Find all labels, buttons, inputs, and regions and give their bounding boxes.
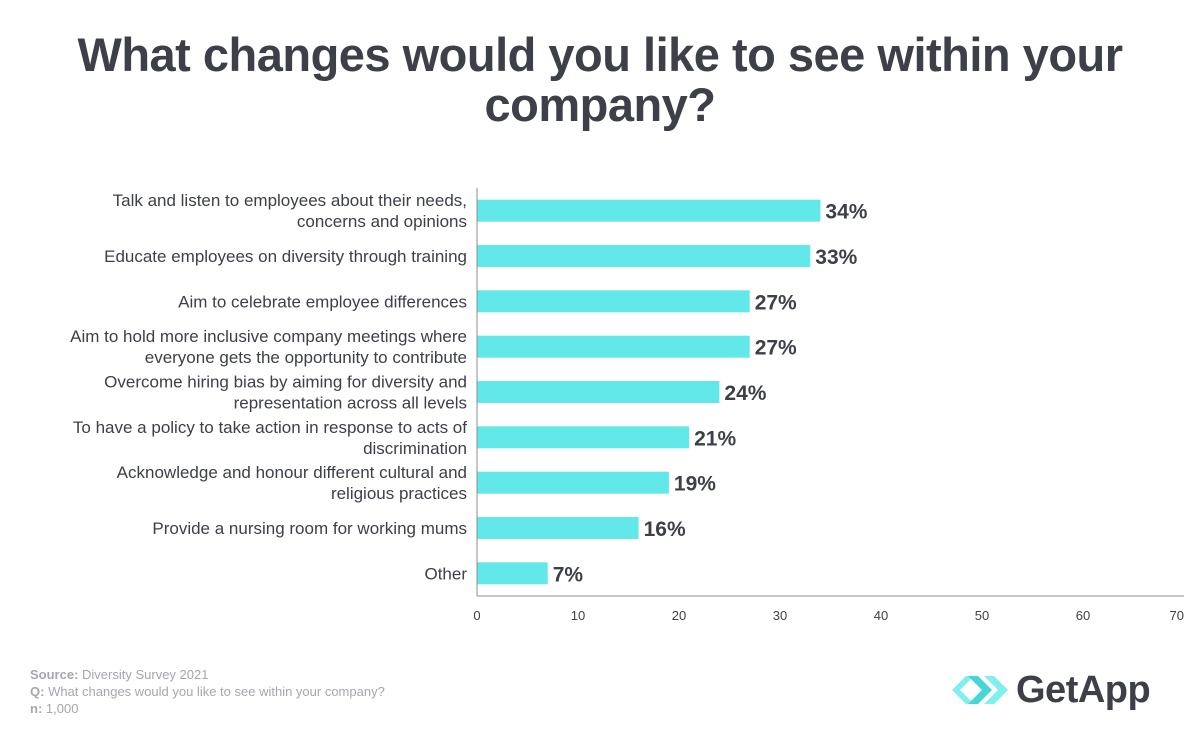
data-label-5: 21% [694,427,736,450]
category-label-7: Provide a nursing room for working mums [152,519,467,538]
bar-7 [477,517,639,539]
bar-1 [477,245,811,267]
bar-4 [477,381,720,403]
getapp-logo: GetApp [952,668,1151,712]
bar-2 [477,290,750,313]
category-label-1: Educate employees on diversity through t… [104,247,467,266]
title-line-1: What changes would you like to see withi… [77,28,1123,81]
category-label-3: Aim to hold more inclusive company meeti… [70,327,467,367]
data-label-8: 7% [553,563,584,586]
category-label-2: Aim to celebrate employee differences [178,292,467,311]
bar-6 [477,471,669,494]
category-label-0: Talk and listen to employees about their… [113,191,467,231]
data-label-6: 19% [674,473,716,496]
data-label-3: 27% [755,337,797,360]
data-label-4: 24% [724,382,766,405]
category-label-5: To have a policy to take action in respo… [73,418,467,458]
x-tick-label-6: 60 [1076,608,1090,623]
bar-5 [477,426,690,449]
data-label-2: 27% [755,291,797,314]
bar-chart: 34% Talk and listen to employees about th… [70,188,1184,623]
x-tick-label-3: 30 [773,608,787,623]
sample-size-note: n: 1,000 [30,701,79,716]
data-label-7: 16% [644,518,686,541]
getapp-chevrons-icon [952,676,1008,704]
data-label-0: 34% [825,201,867,224]
x-tick-label-7: 70 [1170,608,1184,623]
x-tick-label-4: 40 [874,608,888,623]
source-note: Source: Diversity Survey 2021 [30,667,209,682]
x-tick-label-2: 20 [672,608,686,623]
bar-8 [477,562,548,585]
title-line-2: company? [484,78,716,131]
chart-title: What changes would you like to see withi… [20,30,1180,130]
bar-3 [477,335,750,358]
chart-footer: Source: Diversity Survey 2021 Q: What ch… [30,666,385,717]
data-label-1: 33% [815,246,857,269]
category-label-8: Other [424,564,467,583]
x-tick-label-0: 0 [473,608,480,623]
x-tick-label-5: 50 [975,608,989,623]
question-note: Q: What changes would you like to see wi… [30,684,385,699]
category-label-4: Overcome hiring bias by aiming for diver… [104,373,467,413]
category-label-6: Acknowledge and honour different cultura… [117,463,467,503]
logo-text: GetApp [1016,668,1151,711]
x-tick-label-1: 10 [571,608,585,623]
bar-0 [477,199,821,222]
